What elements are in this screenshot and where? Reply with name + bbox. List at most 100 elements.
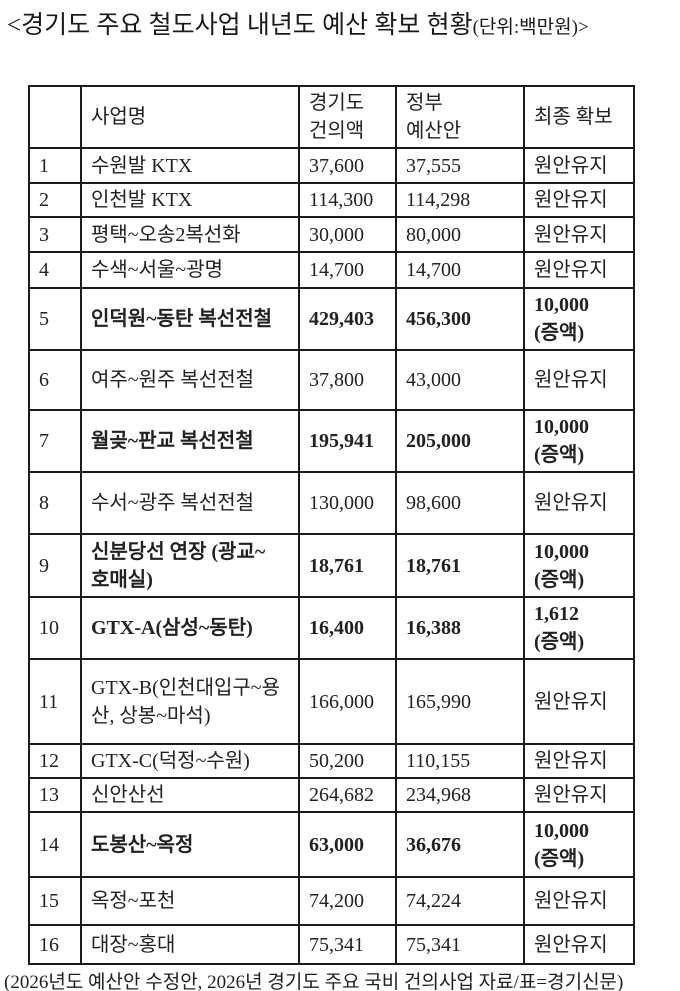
table-row: 14 도봉산~옥정 63,000 36,676 10,000 (증액)	[28, 811, 635, 878]
row-number-cell: 7	[28, 409, 82, 473]
gov-budget-cell: 37,555	[395, 147, 525, 184]
table-row: 11 GTX-B(인천대입구~용 산, 상봉~마석) 166,000 165,9…	[28, 658, 635, 745]
final-secured-cell: 원안유지	[523, 924, 635, 965]
gov-budget-cell: 165,990	[395, 658, 525, 745]
project-name-cell: 도봉산~옥정	[80, 811, 300, 878]
final-secured-cell: 원안유지	[523, 182, 635, 218]
row-number-cell: 5	[28, 287, 82, 351]
row-number-cell: 6	[28, 349, 82, 411]
header-row-number	[28, 85, 82, 149]
final-secured-cell: 원안유지	[523, 743, 635, 779]
final-secured-cell: 10,000 (증액)	[523, 533, 635, 598]
project-name-cell: 수서~광주 복선전철	[80, 471, 300, 535]
row-number-cell: 9	[28, 533, 82, 598]
table-row: 16 대장~홍대 75,341 75,341 원안유지	[28, 924, 635, 965]
final-secured-cell: 원안유지	[523, 876, 635, 926]
project-name-cell: GTX-A(삼성~동탄)	[80, 596, 300, 660]
table-row: 3 평택~오송2복선화 30,000 80,000 원안유지	[28, 216, 635, 253]
page-title: <경기도 주요 철도사업 내년도 예산 확보 현황(단위:백만원)>	[7, 9, 680, 45]
project-name-cell: 신안산선	[80, 777, 300, 813]
final-secured-cell: 원안유지	[523, 471, 635, 535]
gyeonggi-request-cell: 429,403	[298, 287, 397, 351]
row-number-cell: 13	[28, 777, 82, 813]
project-name-cell: 신분당선 연장 (광교~ 호매실)	[80, 533, 300, 598]
budget-table: 사업명 경기도 건의액 정부 예산안 최종 확보 1 수원발 KTX 37,60…	[28, 85, 635, 965]
gov-budget-cell: 14,700	[395, 251, 525, 289]
gov-budget-cell: 80,000	[395, 216, 525, 253]
table-row: 1 수원발 KTX 37,600 37,555 원안유지	[28, 147, 635, 184]
row-number-cell: 8	[28, 471, 82, 535]
gyeonggi-request-cell: 130,000	[298, 471, 397, 535]
final-secured-cell: 10,000 (증액)	[523, 409, 635, 473]
gyeonggi-request-cell: 264,682	[298, 777, 397, 813]
project-name-cell: 대장~홍대	[80, 924, 300, 965]
table-row: 5 인덕원~동탄 복선전철 429,403 456,300 10,000 (증액…	[28, 287, 635, 351]
header-project-name: 사업명	[80, 85, 300, 149]
gyeonggi-request-cell: 30,000	[298, 216, 397, 253]
header-final-secured: 최종 확보	[523, 85, 635, 149]
gov-budget-cell: 205,000	[395, 409, 525, 473]
project-name-cell: GTX-B(인천대입구~용 산, 상봉~마석)	[80, 658, 300, 745]
project-name-cell: GTX-C(덕정~수원)	[80, 743, 300, 779]
table-row: 8 수서~광주 복선전철 130,000 98,600 원안유지	[28, 471, 635, 535]
row-number-cell: 3	[28, 216, 82, 253]
gov-budget-cell: 43,000	[395, 349, 525, 411]
gyeonggi-request-cell: 63,000	[298, 811, 397, 878]
gyeonggi-request-cell: 16,400	[298, 596, 397, 660]
table-row: 7 월곶~판교 복선전철 195,941 205,000 10,000 (증액)	[28, 409, 635, 473]
project-name-cell: 인천발 KTX	[80, 182, 300, 218]
gov-budget-cell: 36,676	[395, 811, 525, 878]
gov-budget-cell: 98,600	[395, 471, 525, 535]
row-number-cell: 1	[28, 147, 82, 184]
page-title-main: <경기도 주요 철도사업 내년도 예산 확보 현황	[7, 12, 473, 39]
gyeonggi-request-cell: 37,800	[298, 349, 397, 411]
row-number-cell: 11	[28, 658, 82, 745]
table-row: 4 수색~서울~광명 14,700 14,700 원안유지	[28, 251, 635, 289]
row-number-cell: 10	[28, 596, 82, 660]
gyeonggi-request-cell: 75,341	[298, 924, 397, 965]
project-name-cell: 여주~원주 복선전철	[80, 349, 300, 411]
gyeonggi-request-cell: 166,000	[298, 658, 397, 745]
gyeonggi-request-cell: 14,700	[298, 251, 397, 289]
project-name-cell: 평택~오송2복선화	[80, 216, 300, 253]
source-note: (2026년도 예산안 수정안, 2026년 경기도 주요 국비 건의사업 자료…	[4, 972, 624, 991]
table-row: 12 GTX-C(덕정~수원) 50,200 110,155 원안유지	[28, 743, 635, 779]
gov-budget-cell: 75,341	[395, 924, 525, 965]
final-secured-cell: 원안유지	[523, 777, 635, 813]
gyeonggi-request-cell: 50,200	[298, 743, 397, 779]
table-row: 13 신안산선 264,682 234,968 원안유지	[28, 777, 635, 813]
row-number-cell: 14	[28, 811, 82, 878]
final-secured-cell: 원안유지	[523, 658, 635, 745]
project-name-cell: 수색~서울~광명	[80, 251, 300, 289]
final-secured-cell: 1,612 (증액)	[523, 596, 635, 660]
header-gyeonggi-request: 경기도 건의액	[298, 85, 397, 149]
gyeonggi-request-cell: 114,300	[298, 182, 397, 218]
gov-budget-cell: 110,155	[395, 743, 525, 779]
project-name-cell: 월곶~판교 복선전철	[80, 409, 300, 473]
project-name-cell: 인덕원~동탄 복선전철	[80, 287, 300, 351]
final-secured-cell: 원안유지	[523, 251, 635, 289]
gov-budget-cell: 74,224	[395, 876, 525, 926]
gyeonggi-request-cell: 18,761	[298, 533, 397, 598]
table-row: 15 옥정~포천 74,200 74,224 원안유지	[28, 876, 635, 926]
final-secured-cell: 10,000 (증액)	[523, 811, 635, 878]
gyeonggi-request-cell: 37,600	[298, 147, 397, 184]
row-number-cell: 4	[28, 251, 82, 289]
gov-budget-cell: 114,298	[395, 182, 525, 218]
table-row: 9 신분당선 연장 (광교~ 호매실) 18,761 18,761 10,000…	[28, 533, 635, 598]
final-secured-cell: 원안유지	[523, 216, 635, 253]
table-row: 10 GTX-A(삼성~동탄) 16,400 16,388 1,612 (증액)	[28, 596, 635, 660]
gyeonggi-request-cell: 74,200	[298, 876, 397, 926]
gov-budget-cell: 456,300	[395, 287, 525, 351]
row-number-cell: 16	[28, 924, 82, 965]
page-title-unit: (단위:백만원)>	[472, 17, 589, 38]
project-name-cell: 수원발 KTX	[80, 147, 300, 184]
row-number-cell: 12	[28, 743, 82, 779]
gyeonggi-request-cell: 195,941	[298, 409, 397, 473]
final-secured-cell: 10,000 (증액)	[523, 287, 635, 351]
gov-budget-cell: 16,388	[395, 596, 525, 660]
header-gov-budget: 정부 예산안	[395, 85, 525, 149]
project-name-cell: 옥정~포천	[80, 876, 300, 926]
final-secured-cell: 원안유지	[523, 147, 635, 184]
